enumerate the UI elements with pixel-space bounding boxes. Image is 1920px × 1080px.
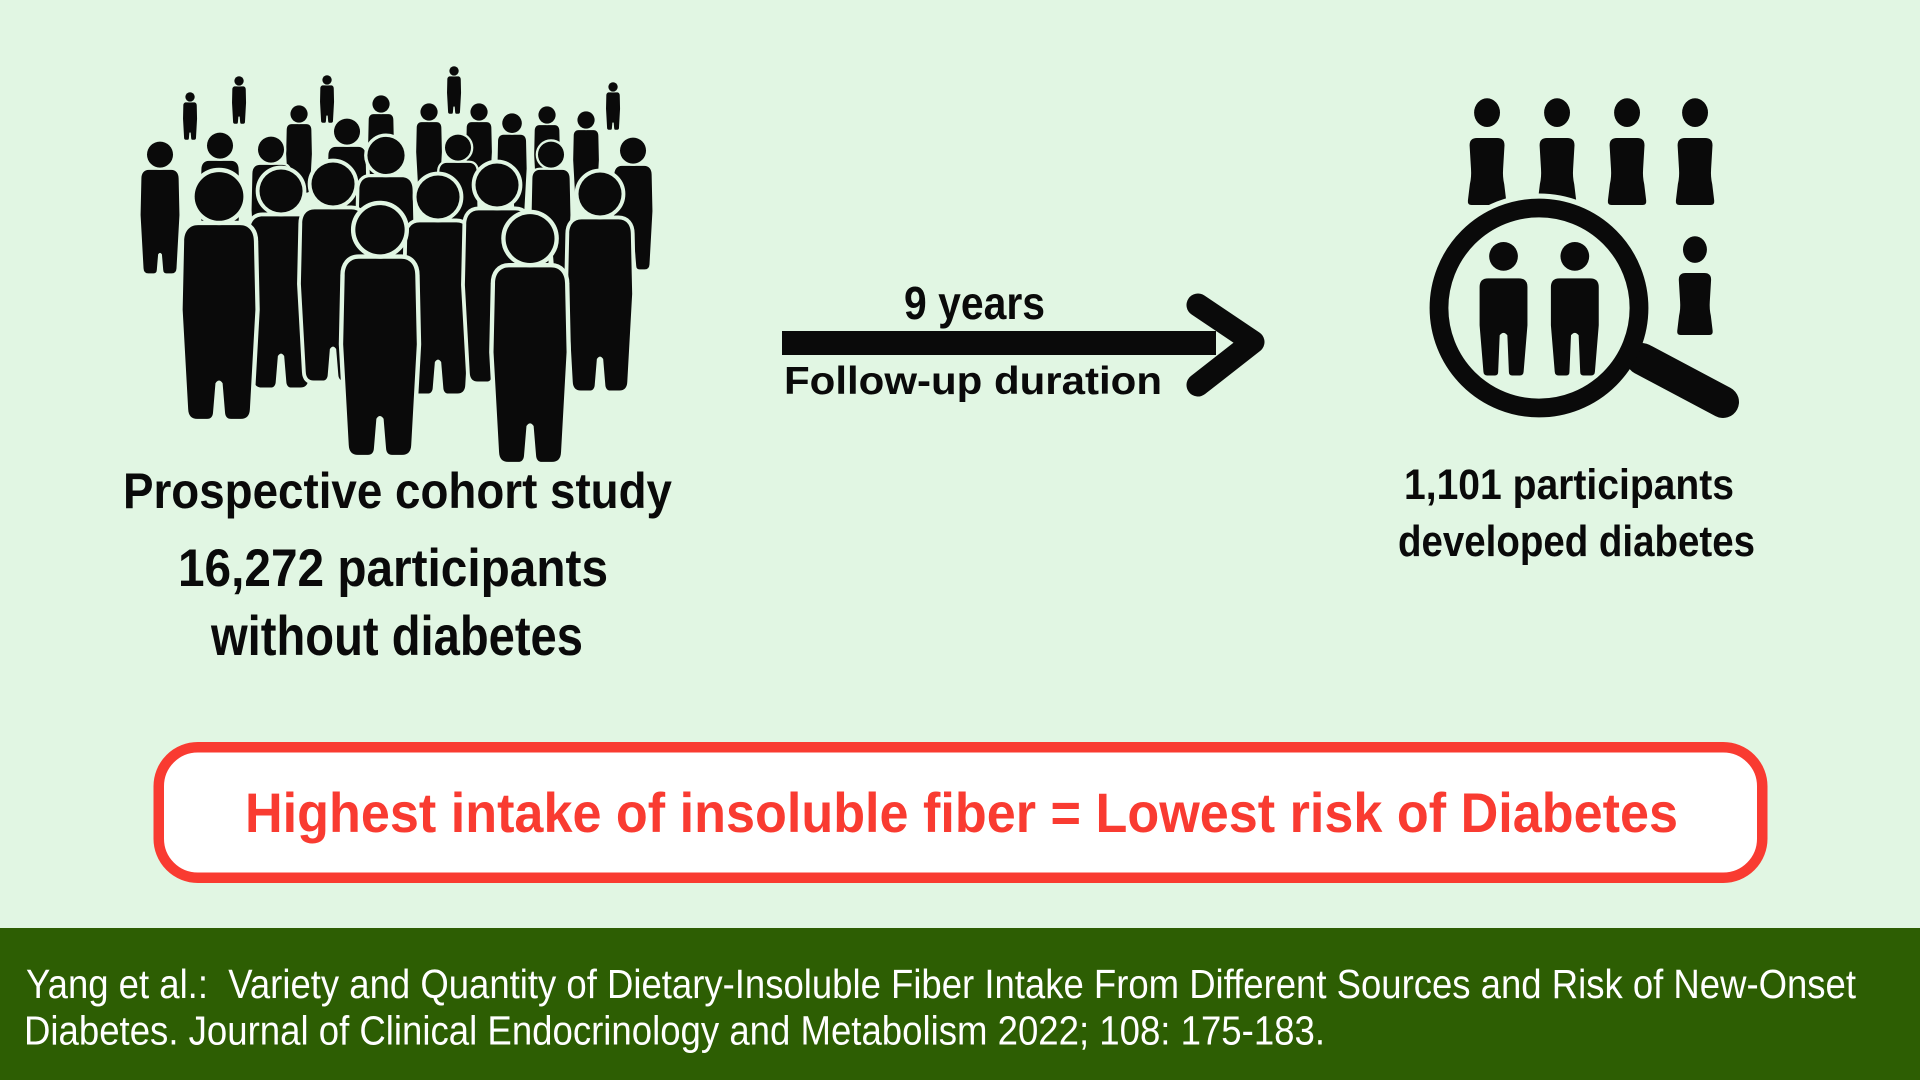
- svg-text:Follow-up duration: Follow-up duration: [784, 360, 1162, 403]
- svg-text:Diabetes. Journal of Clinical: Diabetes. Journal of Clinical Endocrinol…: [24, 1008, 1325, 1054]
- svg-text:without diabetes: without diabetes: [210, 604, 583, 667]
- svg-text:16,272 participants: 16,272 participants: [178, 539, 608, 598]
- svg-text:1,101 participants: 1,101 participants: [1404, 461, 1734, 509]
- svg-text:Highest intake of insoluble fi: Highest intake of insoluble fiber = Lowe…: [245, 782, 1678, 844]
- svg-text:Yang et al.: Variety and Quan: Yang et al.: Variety and Quantity of Die…: [26, 961, 1857, 1007]
- svg-text:Prospective cohort study: Prospective cohort study: [123, 463, 672, 519]
- svg-text:developed diabetes: developed diabetes: [1398, 517, 1755, 566]
- svg-text:9 years: 9 years: [904, 277, 1045, 329]
